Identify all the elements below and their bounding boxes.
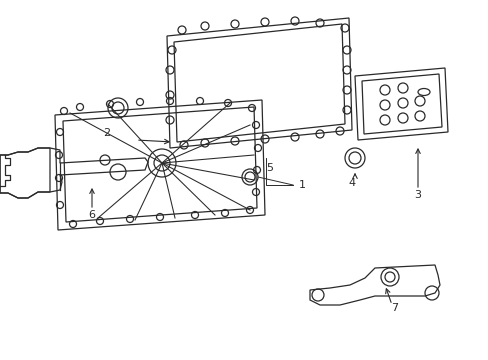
Text: 3: 3 (414, 190, 421, 200)
Text: 5: 5 (266, 163, 273, 173)
Text: 6: 6 (88, 210, 95, 220)
Text: 7: 7 (390, 303, 398, 313)
Text: 4: 4 (348, 178, 355, 188)
Text: 1: 1 (298, 180, 305, 190)
Text: 2: 2 (102, 128, 110, 138)
